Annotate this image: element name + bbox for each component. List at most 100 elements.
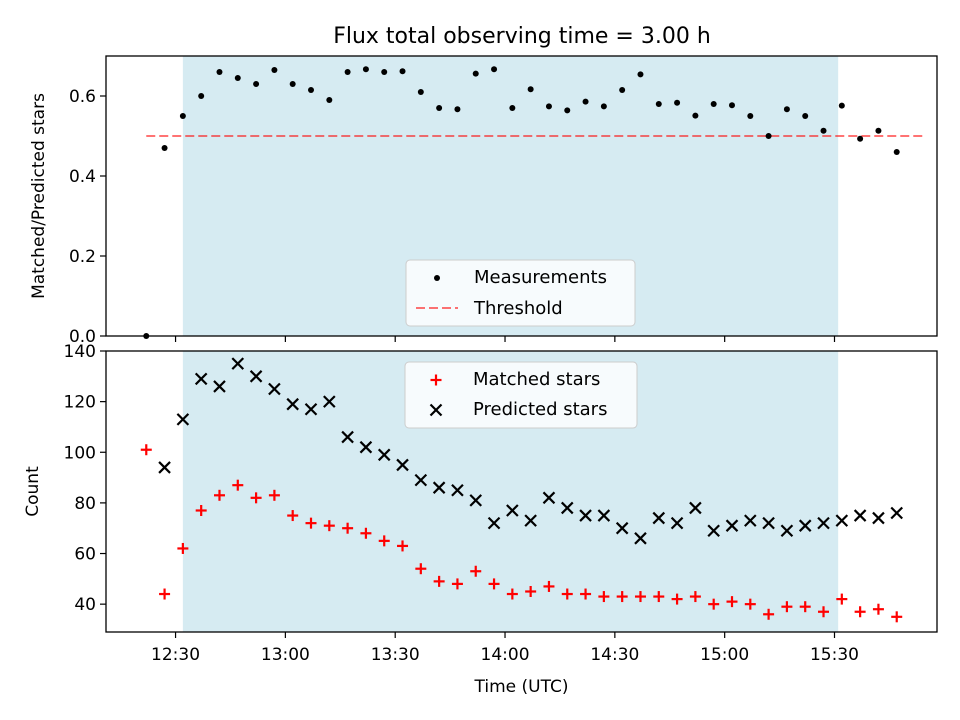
predicted-star-point — [707, 524, 720, 538]
measurement-point — [198, 93, 205, 99]
measurement-point — [893, 149, 900, 155]
measurement-point — [728, 102, 735, 109]
predicted-star-point — [194, 372, 208, 386]
predicted-star-point — [396, 458, 409, 472]
measurements-legend-label: Measurements — [474, 267, 607, 288]
matched-star-point — [525, 585, 537, 597]
measurement-points — [143, 66, 900, 339]
measurement-point — [399, 68, 406, 75]
measurement-point — [820, 127, 827, 134]
matched-star-point — [689, 591, 701, 603]
matched-star-point — [451, 578, 463, 590]
measurement-point — [637, 71, 644, 78]
measurement-point — [179, 113, 186, 119]
ratio-y-tick-label: 0.4 — [69, 167, 96, 187]
predicted-star-point — [213, 380, 226, 393]
predicted-star-point — [524, 514, 537, 527]
x-tick-label: 13:30 — [371, 645, 420, 665]
matched-star-point — [250, 492, 262, 504]
predicted-star-point — [158, 461, 171, 474]
predicted-star-point — [853, 509, 867, 522]
ratio-y-axis: 0.0 0.2 0.4 0.6 — [69, 87, 106, 347]
predicted-star-point — [689, 501, 702, 515]
x-tick-label: 14:30 — [590, 645, 639, 665]
matched-star-point — [763, 608, 775, 620]
predicted-star-point — [652, 511, 666, 525]
ratio-y-tick-label: 0.6 — [69, 87, 96, 107]
predicted-star-point — [249, 370, 263, 383]
matched-star-point — [159, 588, 171, 600]
matched-star-point — [323, 520, 335, 532]
predicted-star-point — [615, 521, 629, 535]
x-tick-label: 15:00 — [700, 645, 749, 665]
ratio-y-tick-label: 0.0 — [69, 327, 96, 347]
count-y-tick-label: 60 — [74, 545, 96, 565]
predicted-star-point — [359, 440, 373, 454]
matched-star-point — [415, 563, 427, 575]
matched-star-point — [378, 535, 390, 547]
count-y-tick-label: 100 — [64, 443, 96, 463]
matched-star-point — [360, 527, 372, 539]
matched-star-point — [836, 593, 848, 605]
measurement-point — [857, 135, 864, 142]
matched-star-point — [854, 606, 866, 618]
measurement-point — [674, 99, 681, 106]
matched-star-point — [598, 591, 610, 603]
measurement-point — [216, 69, 223, 75]
matched-star-point — [177, 542, 189, 554]
matched-star-point — [561, 588, 573, 600]
predicted-star-point — [286, 397, 299, 411]
matched-star-point — [818, 606, 830, 618]
matched-star-point — [433, 575, 445, 587]
measurement-point — [289, 81, 296, 87]
measurement-point — [436, 105, 443, 111]
measurement-point — [600, 103, 607, 110]
predicted-star-point — [414, 473, 428, 487]
matched-star-point — [708, 598, 720, 610]
measurement-point — [710, 101, 717, 107]
predicted-star-point — [377, 448, 391, 462]
measurement-point — [271, 67, 278, 73]
predicted-star-point — [780, 524, 794, 538]
predicted-legend-marker — [429, 403, 443, 417]
predicted-star-point — [872, 511, 885, 525]
matched-star-point — [543, 580, 555, 592]
predicted-star-point — [506, 504, 519, 517]
predicted-star-point — [542, 491, 556, 505]
ratio-x-ticks — [174, 336, 836, 342]
matched-star-point — [397, 540, 409, 552]
measurement-point — [234, 75, 241, 81]
predicted-star-point — [890, 506, 904, 520]
measurement-point — [802, 113, 809, 119]
predicted-star-point — [744, 514, 757, 527]
measurement-point — [326, 97, 333, 103]
predicted-star-point — [432, 481, 446, 494]
matched-star-point — [634, 591, 646, 603]
measurement-point — [161, 145, 168, 151]
matched-star-point — [616, 591, 628, 603]
predicted-star-point — [451, 483, 464, 497]
x-tick-label: 15:30 — [810, 645, 859, 665]
chart-title: Flux total observing time = 3.00 h — [333, 24, 711, 49]
ratio-y-tick-label: 0.2 — [69, 247, 96, 267]
predicted-legend-label: Predicted stars — [473, 399, 607, 420]
count-panel: 40 60 80 100 120 140 12:30 13:00 13:30 14:00 14:3… — [23, 342, 938, 697]
predicted-star-point — [634, 532, 647, 545]
matched-star-point — [268, 489, 280, 501]
predicted-legend-glyph — [429, 403, 443, 417]
measurement-point — [765, 133, 772, 139]
measurement-point — [253, 81, 260, 87]
predicted-star-point — [560, 501, 574, 515]
predicted-star-point — [835, 514, 849, 527]
measurement-point — [875, 127, 882, 134]
measurement-point — [582, 98, 589, 105]
matched-star-point — [891, 611, 903, 623]
predicted-stars-points — [158, 357, 904, 545]
predicted-star-point — [487, 516, 501, 530]
count-x-axis: 12:30 13:00 13:30 14:00 14:30 15:00 15:30 — [151, 632, 859, 665]
measurement-point — [655, 101, 662, 107]
matched-star-point — [195, 504, 207, 516]
measurements-legend-marker — [434, 275, 440, 281]
matched-star-point — [799, 601, 811, 613]
count-legend-box — [404, 361, 638, 429]
